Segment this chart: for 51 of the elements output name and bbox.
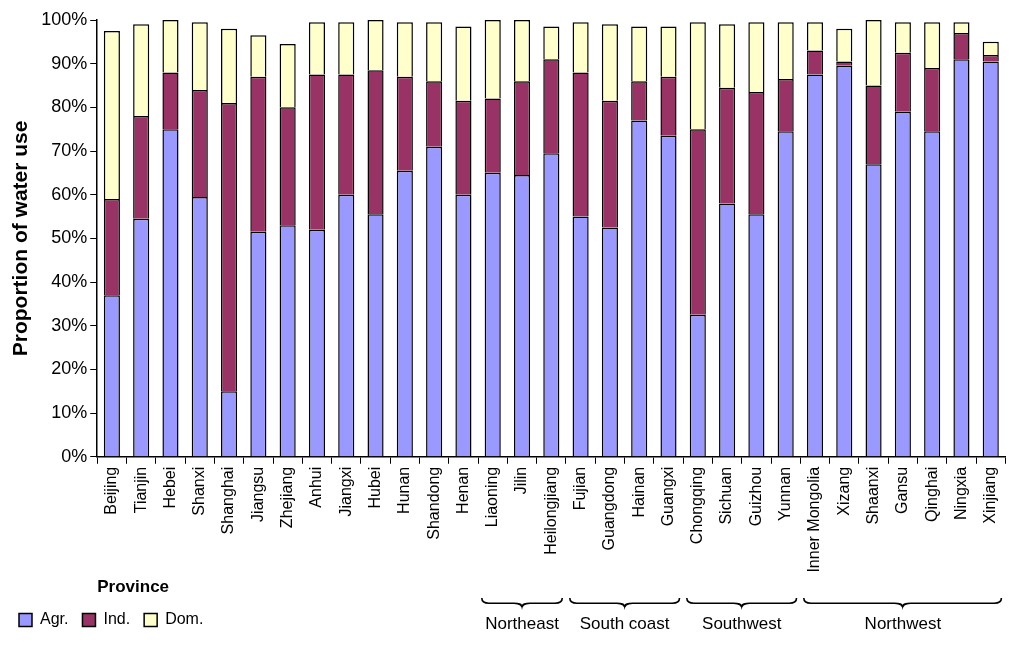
y-tick-label: 30% xyxy=(51,314,88,335)
x-tick-label: Hubei xyxy=(365,466,383,509)
y-tick-label: 10% xyxy=(51,402,88,423)
text: Southwest xyxy=(702,614,782,634)
x-tick-label: Yunnan xyxy=(776,466,794,522)
x-tick-label: Hebei xyxy=(160,466,178,509)
x-tick-label: Heilongjiang xyxy=(541,466,559,555)
text: Northeast xyxy=(485,614,560,634)
x-tick-label: Jiangxi xyxy=(336,466,354,517)
x-tick-label: Guangdong xyxy=(600,466,618,551)
x-tick-label: Shaanxi xyxy=(863,466,881,525)
x-tick-label: Shanxi xyxy=(190,466,208,516)
x-tick-label: Zhejiang xyxy=(278,466,296,529)
legend-label: Ind. xyxy=(103,610,131,628)
x-tick-label: Gansu xyxy=(893,466,911,514)
legend-label: Agr. xyxy=(40,610,69,628)
x-tick-label: Fujian xyxy=(571,466,589,511)
x-tick-label: Xinjiang xyxy=(981,466,999,524)
x-tick-label: Anhui xyxy=(307,466,325,508)
y-tick-label: 100% xyxy=(41,8,88,29)
x-tick-label: Jiangsu xyxy=(248,466,266,522)
x-tick-label: Henan xyxy=(453,466,471,514)
y-axis-title: Proportion of water use xyxy=(8,120,32,357)
x-tick-label: Beijing xyxy=(102,466,120,515)
legend-label: Dom. xyxy=(165,610,204,628)
y-tick-label: 60% xyxy=(51,183,88,204)
text: South coast xyxy=(579,614,670,634)
x-tick-label: Jilin xyxy=(512,466,530,495)
y-tick-label: 20% xyxy=(51,358,88,379)
x-tick-label: Tianjin xyxy=(131,466,149,514)
y-tick-label: 50% xyxy=(51,227,88,248)
x-tick-label: Inner Mongolia xyxy=(805,466,823,573)
text: Northwest xyxy=(864,614,942,634)
y-tick-label: 0% xyxy=(61,445,88,466)
x-tick-label: Liaoning xyxy=(483,466,501,528)
y-tick-label: 70% xyxy=(51,140,88,160)
y-tick-label: 40% xyxy=(51,271,88,292)
x-tick-label: Shandong xyxy=(424,466,442,540)
x-tick-label: Qinghai xyxy=(922,466,940,522)
x-tick-label: Sichuan xyxy=(717,466,735,525)
x-tick-label: Xizang xyxy=(834,466,852,516)
x-tick-label: Shanghai xyxy=(219,466,237,535)
x-tick-label: Guizhou xyxy=(746,466,764,527)
x-tick-label: Hainan xyxy=(629,466,647,518)
y-tick-label: 80% xyxy=(51,96,88,117)
x-tick-label: Ningxia xyxy=(951,466,969,521)
x-tick-label: Chongqing xyxy=(688,466,706,545)
x-axis-title: Province xyxy=(97,577,170,597)
y-tick-label: 90% xyxy=(51,52,88,73)
x-tick-label: Guangxi xyxy=(658,466,676,527)
x-tick-label: Hunan xyxy=(395,466,413,514)
